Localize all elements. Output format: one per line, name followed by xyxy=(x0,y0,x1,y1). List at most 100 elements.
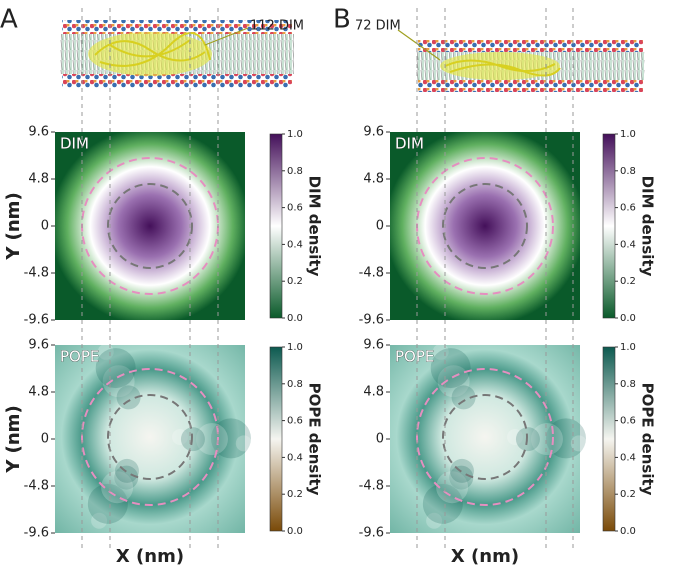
y-tick-label: -4.8 xyxy=(359,266,384,281)
y-tick-label: 0 xyxy=(376,432,384,447)
density-texture xyxy=(570,435,587,452)
colorbar xyxy=(269,133,283,319)
density-texture xyxy=(449,458,474,483)
y-tick-label: 0 xyxy=(376,219,384,234)
colorbar-tick-label: 0.6 xyxy=(287,203,303,214)
colorbar-tick-label: 0.8 xyxy=(287,166,303,177)
density-field xyxy=(390,345,580,533)
density-texture xyxy=(545,418,586,459)
y-tick-label: -9.6 xyxy=(24,313,49,328)
y-tick-label: -4.8 xyxy=(359,479,384,494)
chart-title: DIM xyxy=(60,135,89,153)
density-texture xyxy=(449,465,474,490)
y-tick-label: -9.6 xyxy=(359,526,384,541)
density-texture xyxy=(235,435,252,452)
annotation: 72 DIM xyxy=(355,19,401,34)
membrane-illustration xyxy=(60,20,294,88)
density-texture xyxy=(436,471,469,504)
density-texture xyxy=(530,423,563,456)
density-texture xyxy=(422,483,463,524)
colorbar-tick-label: 0.6 xyxy=(287,416,303,427)
y-tick-label: 4.8 xyxy=(28,385,49,400)
colorbar xyxy=(602,346,616,532)
colorbar-tick-label: 1.0 xyxy=(287,342,303,353)
y-tick-label: -9.6 xyxy=(24,526,49,541)
colorbar-tick-label: 1.0 xyxy=(620,129,636,140)
density-texture xyxy=(116,385,141,410)
x-axis-label: X (nm) xyxy=(116,546,184,567)
colorbar-tick-label: 0.2 xyxy=(620,276,636,287)
y-tick-label: 0 xyxy=(41,432,49,447)
chart-title: POPE xyxy=(60,348,99,366)
density-texture xyxy=(102,365,135,398)
colorbar-tick-label: 0.4 xyxy=(620,452,636,463)
colorbar-tick-label: 0.6 xyxy=(620,416,636,427)
inner-ring xyxy=(107,183,193,269)
colorbar-tick-label: 0.8 xyxy=(620,166,636,177)
density-texture xyxy=(172,429,188,445)
y-tick-label: 4.8 xyxy=(28,172,49,187)
colorbar-label: DIM density xyxy=(306,176,324,277)
colorbar-label: POPE density xyxy=(306,383,324,496)
membrane-illustration xyxy=(397,29,645,92)
density-texture xyxy=(430,348,471,389)
colorbar-tick-label: 0.0 xyxy=(620,526,636,537)
chart-title: POPE xyxy=(395,348,434,366)
panel-label: B xyxy=(333,5,351,35)
y-axis-label: Y (nm) xyxy=(3,192,24,260)
y-tick-label: 0 xyxy=(41,219,49,234)
density-texture xyxy=(210,418,251,459)
density-texture xyxy=(114,458,139,483)
density-texture xyxy=(101,471,134,504)
y-tick-label: -4.8 xyxy=(24,479,49,494)
inner-ring xyxy=(107,394,193,480)
colorbar-tick-label: 0.4 xyxy=(620,239,636,250)
colorbar-tick-label: 0.8 xyxy=(620,379,636,390)
density-texture xyxy=(95,348,136,389)
colorbar-tick-label: 0.2 xyxy=(620,489,636,500)
colorbar xyxy=(602,133,616,319)
colorbar-tick-label: 0.0 xyxy=(287,313,303,324)
density-field xyxy=(55,132,245,320)
colorbar-tick-label: 0.4 xyxy=(287,239,303,250)
colorbar-tick-label: 1.0 xyxy=(620,342,636,353)
colorbar-tick-label: 0.8 xyxy=(287,379,303,390)
x-axis-label: X (nm) xyxy=(451,546,519,567)
inner-ring xyxy=(442,183,528,269)
y-tick-label: 4.8 xyxy=(363,172,384,187)
density-texture xyxy=(507,429,523,445)
colorbar-tick-label: 0.0 xyxy=(287,526,303,537)
y-tick-label: -4.8 xyxy=(24,266,49,281)
y-axis-label: Y (nm) xyxy=(3,405,24,473)
density-field xyxy=(55,345,245,533)
y-axis-label: Y (nm) xyxy=(3,405,24,473)
y-tick-label: 4.8 xyxy=(363,385,384,400)
y-tick-label: 9.6 xyxy=(28,125,49,140)
annotation: 112 DIM xyxy=(250,19,304,34)
colorbar-label: POPE density xyxy=(639,383,657,496)
colorbar-tick-label: 0.2 xyxy=(287,489,303,500)
colorbar-tick-label: 0.2 xyxy=(287,276,303,287)
colorbar-tick-label: 0.0 xyxy=(620,313,636,324)
outer-ring xyxy=(416,368,554,506)
panel-label: A xyxy=(0,5,18,35)
colorbar-tick-label: 0.6 xyxy=(620,203,636,214)
colorbar-tick-label: 1.0 xyxy=(287,129,303,140)
density-texture xyxy=(195,423,228,456)
density-texture xyxy=(91,512,108,529)
y-tick-label: 9.6 xyxy=(28,338,49,353)
colorbar-label: DIM density xyxy=(639,176,657,277)
density-texture xyxy=(87,483,128,524)
colorbar-tick-label: 0.4 xyxy=(287,452,303,463)
y-axis-label: Y (nm) xyxy=(3,192,24,260)
y-tick-label: -9.6 xyxy=(359,313,384,328)
chart-title: DIM xyxy=(395,135,424,153)
density-texture xyxy=(451,385,476,410)
density-texture xyxy=(426,512,443,529)
colorbar xyxy=(269,346,283,532)
density-texture xyxy=(114,465,139,490)
outer-ring xyxy=(81,368,219,506)
inner-ring xyxy=(442,394,528,480)
y-tick-label: 9.6 xyxy=(363,125,384,140)
